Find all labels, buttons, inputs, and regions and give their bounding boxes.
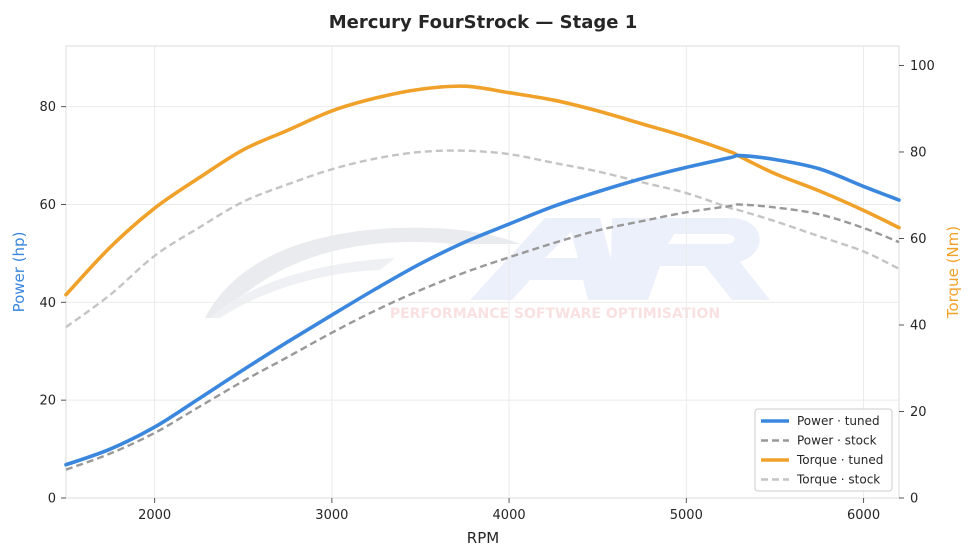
right-y-tick-label: 20 — [910, 405, 927, 420]
left-y-axis-label: Power (hp) — [10, 232, 28, 313]
watermark-car-swoosh — [205, 227, 520, 318]
left-y-tick-label: 0 — [48, 492, 56, 507]
left-y-axis-ticks: 0 20 40 60 80 — [39, 100, 66, 507]
x-tick-label: 6000 — [847, 508, 880, 523]
watermark-logo: PERFORMANCE SOFTWARE OPTIMISATION — [205, 218, 770, 322]
watermark-letter-r — [610, 218, 770, 300]
right-y-axis-label: Torque (Nm) — [944, 226, 962, 319]
right-y-axis-ticks: 0 20 40 60 80 100 — [899, 59, 935, 507]
x-tick-label: 5000 — [670, 508, 703, 523]
x-axis-label: RPM — [467, 529, 499, 547]
x-tick-label: 2000 — [138, 508, 171, 523]
left-y-tick-label: 80 — [39, 100, 56, 115]
legend-label-power-tuned: Power · tuned — [797, 414, 880, 428]
legend-label-torque-stock: Torque · stock — [796, 473, 880, 487]
chart-legend: Power · tuned Power · stock Torque · tuned… — [754, 408, 893, 492]
x-axis-ticks: 2000 3000 4000 5000 6000 — [138, 498, 880, 523]
series-line-torque-tuned — [64, 84, 901, 297]
series-line-power-stock — [65, 203, 900, 471]
watermark-letter-a — [470, 218, 622, 300]
left-y-tick-label: 40 — [39, 296, 56, 311]
x-tick-label: 4000 — [493, 508, 526, 523]
x-tick-label: 3000 — [315, 508, 348, 523]
right-y-tick-label: 40 — [910, 318, 927, 333]
legend-label-power-stock: Power · stock — [797, 434, 877, 448]
legend-label-torque-tuned: Torque · tuned — [796, 453, 883, 467]
series-lines — [64, 84, 901, 471]
right-y-tick-label: 0 — [910, 492, 918, 507]
right-y-tick-label: 80 — [910, 145, 927, 160]
series-line-torque-stock — [65, 149, 900, 329]
plot-frame — [65, 45, 900, 499]
left-y-tick-label: 20 — [39, 394, 56, 409]
right-y-tick-label: 100 — [910, 59, 935, 74]
series-line-power-tuned — [64, 153, 901, 467]
left-y-tick-label: 60 — [39, 198, 56, 213]
legend-box — [754, 408, 893, 492]
watermark-text: PERFORMANCE SOFTWARE OPTIMISATION — [390, 306, 720, 322]
right-y-tick-label: 60 — [910, 232, 927, 247]
chart-title: Mercury FourStrock — Stage 1 — [329, 12, 638, 33]
watermark-car-swoosh-2 — [210, 258, 395, 318]
